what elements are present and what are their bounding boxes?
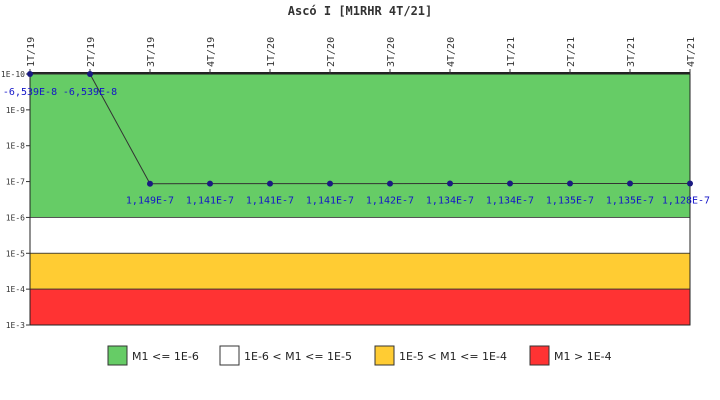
x-tick-label: 2T/19 xyxy=(86,37,97,67)
data-label: -6,539E-8 xyxy=(3,87,57,98)
plot-frame xyxy=(29,72,691,326)
band-3 xyxy=(29,288,691,326)
x-tick-label: 1T/21 xyxy=(506,37,517,67)
band-2 xyxy=(29,252,691,290)
data-label: 1,141E-7 xyxy=(306,196,354,207)
legend-label: 1E-6 < M1 <= 1E-5 xyxy=(244,350,352,363)
x-tick-label: 4T/21 xyxy=(686,37,697,67)
series-polyline xyxy=(30,73,691,185)
data-label: 1,142E-7 xyxy=(366,196,414,207)
data-point xyxy=(387,180,393,187)
risk-bands xyxy=(29,73,691,326)
y-tick-label: 1E-7 xyxy=(6,178,25,187)
x-tick-label: 3T/21 xyxy=(626,37,637,67)
legend-label: 1E-5 < M1 <= 1E-4 xyxy=(399,350,507,363)
legend: M1 <= 1E-6 1E-6 < M1 <= 1E-5 1E-5 < M1 <= … xyxy=(107,345,612,366)
x-tick-label: 3T/19 xyxy=(146,37,157,67)
x-tick-label: 2T/20 xyxy=(326,37,337,67)
band-1 xyxy=(29,217,691,254)
legend-swatch xyxy=(107,345,128,366)
y-tick-label: 1E-8 xyxy=(6,142,25,151)
series-line xyxy=(30,73,691,185)
chart-title: Ascó I [M1RHR 4T/21] xyxy=(288,4,433,18)
y-axis-ticks: 1E-10 1E-9 1E-8 1E-7 1E-6 1E-5 1E-4 1E-3 xyxy=(1,70,30,330)
x-tick-label: 1T/20 xyxy=(266,37,277,67)
y-tick-label: 1E-4 xyxy=(6,285,25,294)
data-label: 1,134E-7 xyxy=(486,196,534,207)
data-label: 1,135E-7 xyxy=(606,196,654,207)
x-tick-label: 4T/19 xyxy=(206,37,217,67)
data-point xyxy=(447,180,453,187)
legend-swatch xyxy=(374,345,395,366)
band-0 xyxy=(29,73,691,218)
legend-swatch xyxy=(219,345,240,366)
data-point xyxy=(87,71,93,77)
data-points xyxy=(27,71,693,187)
y-tick-label: 1E-10 xyxy=(1,70,25,79)
legend-label: M1 <= 1E-6 xyxy=(132,350,199,363)
data-point xyxy=(327,180,333,187)
data-point xyxy=(207,180,213,187)
data-point xyxy=(27,71,33,77)
legend-swatch xyxy=(529,345,550,366)
data-labels: -6,539E-8 -6,539E-8 1,149E-7 1,141E-7 1,141E… xyxy=(3,87,710,207)
data-point xyxy=(267,180,273,187)
x-tick-label: 3T/20 xyxy=(386,37,397,67)
data-label: 1,135E-7 xyxy=(546,196,594,207)
data-label: 1,134E-7 xyxy=(426,196,474,207)
data-point xyxy=(687,180,693,187)
y-tick-label: 1E-9 xyxy=(6,106,25,115)
data-label: -6,539E-8 xyxy=(63,87,117,98)
legend-label: M1 > 1E-4 xyxy=(554,350,612,363)
data-label: 1,141E-7 xyxy=(186,196,234,207)
x-tick-label: 1T/19 xyxy=(26,37,37,67)
data-point xyxy=(627,180,633,187)
data-label: 1,128E-7 xyxy=(662,195,710,206)
x-tick-label: 4T/20 xyxy=(446,37,457,67)
data-label: 1,149E-7 xyxy=(126,196,174,207)
x-tick-label: 2T/21 xyxy=(566,37,577,67)
data-point xyxy=(567,180,573,187)
y-tick-label: 1E-6 xyxy=(6,213,25,222)
data-label: 1,141E-7 xyxy=(246,196,294,207)
data-point xyxy=(507,180,513,187)
data-point xyxy=(147,180,153,187)
y-tick-label: 1E-5 xyxy=(6,249,25,258)
x-axis-ticks: 1T/19 2T/19 3T/19 4T/19 1T/20 2T/20 3T/20 4T/20… xyxy=(26,37,697,74)
y-tick-label: 1E-3 xyxy=(6,321,25,330)
